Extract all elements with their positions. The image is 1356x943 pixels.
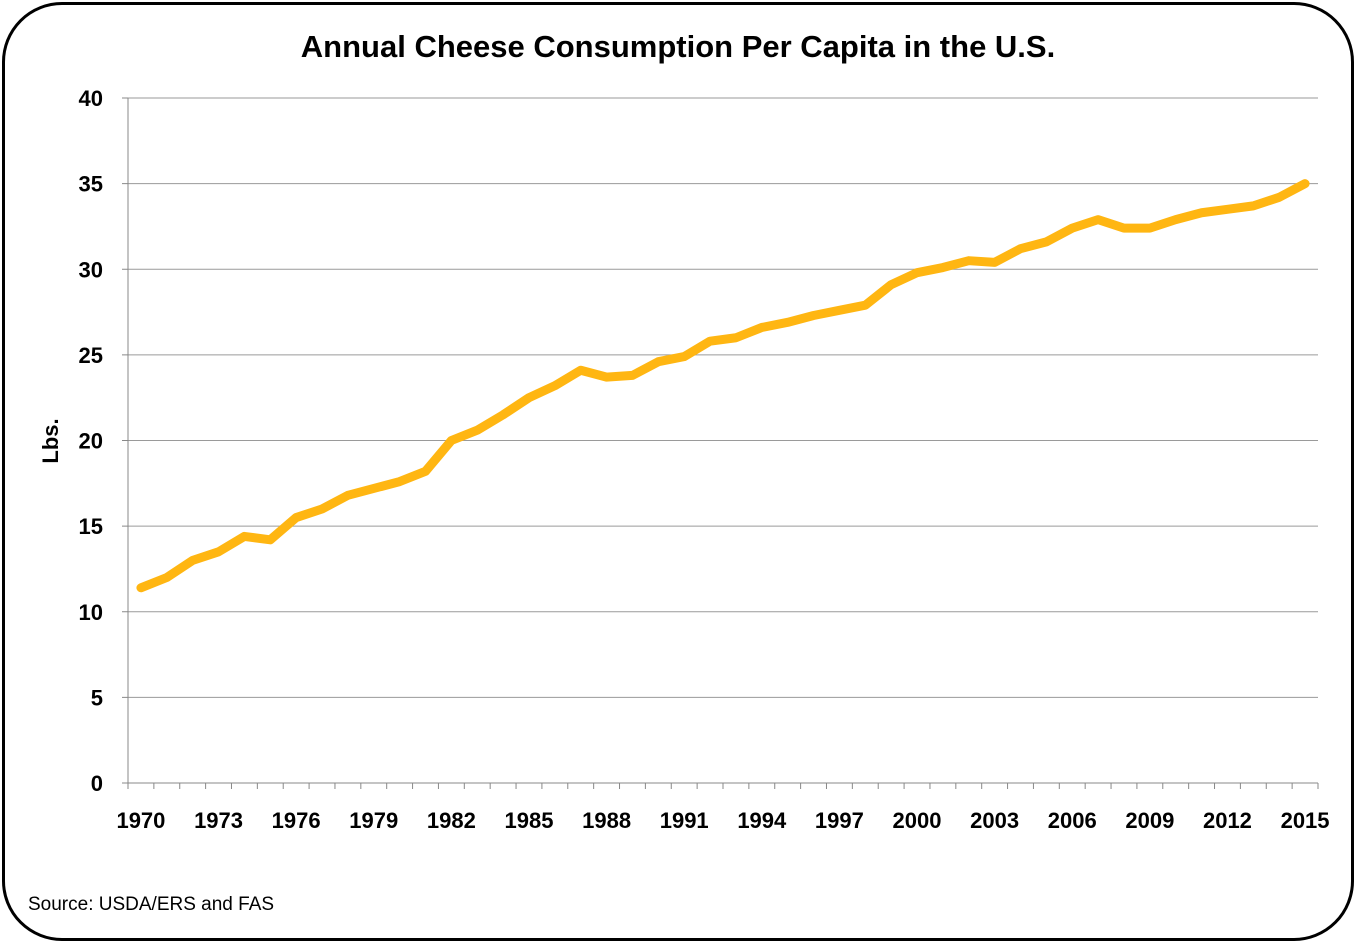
y-tick-label: 5 — [91, 685, 103, 710]
data-point — [165, 576, 168, 579]
x-tick-label: 2006 — [1048, 808, 1097, 833]
data-point — [786, 321, 789, 324]
x-tick-label: 1991 — [660, 808, 709, 833]
data-point — [993, 261, 996, 264]
x-tick-label: 1979 — [349, 808, 398, 833]
data-point — [346, 494, 349, 497]
data-point — [553, 384, 556, 387]
data-point — [269, 538, 272, 541]
data-point — [941, 266, 944, 269]
x-tick-label: 2000 — [893, 808, 942, 833]
data-point — [1252, 204, 1255, 207]
data-point — [1278, 196, 1281, 199]
data-point — [967, 259, 970, 262]
y-tick-label: 30 — [79, 257, 103, 282]
data-point — [191, 559, 194, 562]
data-point — [760, 326, 763, 329]
y-axis-label: Lbs. — [38, 418, 63, 463]
x-tick-label: 1997 — [815, 808, 864, 833]
data-point — [450, 439, 453, 442]
x-tick-label: 1994 — [737, 808, 787, 833]
data-point — [734, 336, 737, 339]
x-tick-label: 2003 — [970, 808, 1019, 833]
data-point — [1019, 247, 1022, 250]
y-tick-label: 20 — [79, 429, 103, 454]
data-point — [243, 535, 246, 538]
data-point — [1174, 218, 1177, 221]
data-point — [890, 283, 893, 286]
y-tick-label: 40 — [79, 86, 103, 111]
data-point — [838, 309, 841, 312]
data-point — [605, 376, 608, 379]
data-point — [1148, 227, 1151, 230]
x-tick-label: 2015 — [1281, 808, 1330, 833]
data-point — [502, 413, 505, 416]
data-point — [1122, 227, 1125, 230]
data-point — [527, 396, 530, 399]
data-point — [683, 355, 686, 358]
y-tick-label: 25 — [79, 343, 103, 368]
x-tick-label: 2009 — [1125, 808, 1174, 833]
x-tick-label: 2012 — [1203, 808, 1252, 833]
data-point — [1200, 211, 1203, 214]
data-point — [372, 487, 375, 490]
chart-title: Annual Cheese Consumption Per Capita in … — [301, 29, 1055, 64]
data-point — [1071, 227, 1074, 230]
data-point — [424, 470, 427, 473]
data-point — [476, 429, 479, 432]
consumption-line — [136, 179, 1310, 593]
y-tick-label: 0 — [91, 771, 103, 796]
data-point — [398, 480, 401, 483]
data-point — [864, 304, 867, 307]
x-tick-label: 1970 — [116, 808, 165, 833]
data-point — [709, 340, 712, 343]
y-tick-label: 10 — [79, 600, 103, 625]
data-point — [139, 586, 142, 589]
data-point — [1304, 182, 1307, 185]
data-point — [321, 508, 324, 510]
data-point — [657, 360, 660, 363]
x-tick-label: 1988 — [582, 808, 631, 833]
data-point — [217, 550, 220, 553]
data-point — [631, 374, 634, 377]
data-point — [916, 271, 919, 274]
source-note: Source: USDA/ERS and FAS — [28, 894, 274, 915]
data-point — [1045, 240, 1048, 243]
x-tick-label: 1982 — [427, 808, 476, 833]
y-tick-label: 15 — [79, 514, 103, 539]
y-tick-label: 35 — [79, 172, 103, 197]
data-point — [1226, 208, 1229, 211]
data-point — [295, 516, 298, 519]
data-point — [812, 314, 815, 317]
data-point — [579, 369, 582, 372]
x-tick-label: 1976 — [272, 808, 321, 833]
x-tick-label: 1985 — [505, 808, 554, 833]
data-point — [1097, 218, 1100, 221]
x-tick-label: 1973 — [194, 808, 243, 833]
